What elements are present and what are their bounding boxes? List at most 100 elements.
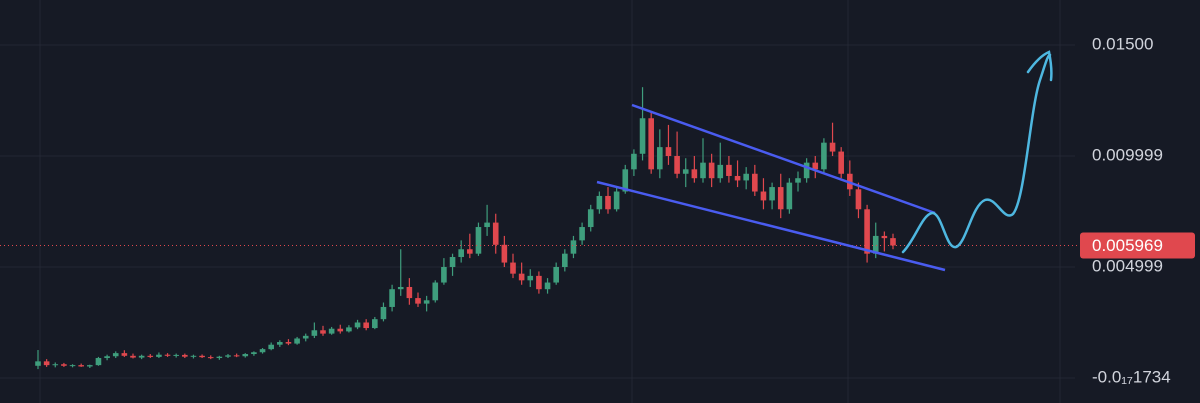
candle-body <box>829 142 836 152</box>
candle-body <box>35 361 41 366</box>
candle-body <box>812 162 819 170</box>
candle-body <box>777 187 784 210</box>
candle-body <box>156 354 162 357</box>
candle-body <box>484 222 490 228</box>
candle-body <box>682 169 689 174</box>
candle-body <box>112 353 119 357</box>
candle-body <box>415 298 421 304</box>
candle-body <box>87 365 93 367</box>
y-tick-label: 0.01500 <box>1092 34 1153 53</box>
candle-body <box>665 147 672 157</box>
candle-body <box>717 164 724 179</box>
y-tick-label: -0.0₁₇1734 <box>1092 367 1171 386</box>
candle-body <box>294 338 300 344</box>
candle-body <box>544 282 551 290</box>
candle-body <box>536 275 542 290</box>
candle-body <box>786 182 793 210</box>
candle-body <box>216 356 223 359</box>
candle-body <box>700 162 706 179</box>
candle-body <box>579 227 585 241</box>
candle-body <box>328 328 335 334</box>
candle-body <box>726 164 732 176</box>
candle-body <box>562 253 568 268</box>
trend-line <box>631 103 936 215</box>
candle-body <box>346 327 352 332</box>
annotations <box>596 50 1053 272</box>
vertical-grid <box>39 0 1061 403</box>
candle-body <box>639 118 646 154</box>
candle-body <box>613 191 620 210</box>
candle-body <box>743 173 749 181</box>
trend-line <box>596 180 946 272</box>
candle-body <box>587 209 594 228</box>
price-label: 0.005969 <box>1092 236 1163 255</box>
candle-body <box>648 118 654 170</box>
candle-body <box>199 355 205 358</box>
candle-body <box>803 162 810 179</box>
candle-body <box>372 319 378 329</box>
candle-body <box>311 330 318 336</box>
candle-body <box>173 354 179 356</box>
candle-body <box>121 353 128 356</box>
candle-body <box>518 273 525 281</box>
candle-body <box>78 365 84 367</box>
candle-body <box>190 355 197 357</box>
candle-body <box>458 249 464 258</box>
candle-body <box>864 209 870 254</box>
candle-body <box>605 195 611 210</box>
candle-body <box>207 357 214 359</box>
candle-body <box>406 286 413 299</box>
candle-body <box>872 235 879 254</box>
candle-body <box>527 275 534 281</box>
candle-body <box>242 354 249 357</box>
candle-body <box>182 354 188 357</box>
candle-body <box>657 147 663 170</box>
candle-body <box>855 189 862 210</box>
candle-body <box>510 262 516 274</box>
candle-body <box>69 365 76 367</box>
candle-body <box>760 191 767 201</box>
candle-body <box>337 328 344 332</box>
candles <box>0 87 1080 370</box>
candle-body <box>268 344 274 350</box>
candle-body <box>277 342 283 345</box>
candle-body <box>570 240 577 254</box>
candle-body <box>423 300 430 304</box>
candle-body <box>881 235 888 239</box>
candle-body <box>259 349 266 353</box>
candle-body <box>674 156 680 174</box>
candle-body <box>61 364 67 366</box>
candle-body <box>95 358 102 366</box>
candle-body <box>492 222 499 245</box>
candle-body <box>795 178 801 183</box>
y-tick-label: 0.009999 <box>1092 146 1163 165</box>
candle-body <box>285 342 292 344</box>
candle-body <box>890 238 896 246</box>
candle-body <box>302 335 309 339</box>
candle-body <box>838 151 844 174</box>
candle-body <box>501 244 508 263</box>
candle-body <box>475 227 482 254</box>
candle-body <box>821 142 827 170</box>
candle-body <box>622 169 629 192</box>
candle-body <box>631 153 637 170</box>
price-badge <box>1080 232 1195 259</box>
candle-body <box>432 282 439 301</box>
projection-curve <box>901 50 1053 254</box>
candle-body <box>734 175 741 181</box>
candle-body <box>553 267 559 283</box>
candle-body <box>752 173 758 192</box>
candle-body <box>449 257 456 268</box>
candle-body <box>708 162 715 179</box>
candle-body <box>354 322 361 328</box>
candle-body <box>130 355 136 358</box>
candle-body <box>138 355 145 358</box>
candle-body <box>320 330 326 334</box>
candle-body <box>389 289 395 307</box>
horizontal-grid <box>0 44 1075 379</box>
candle-body <box>769 187 775 201</box>
candle-body <box>43 361 50 366</box>
candle-body <box>363 322 369 329</box>
candle-body <box>225 355 231 357</box>
